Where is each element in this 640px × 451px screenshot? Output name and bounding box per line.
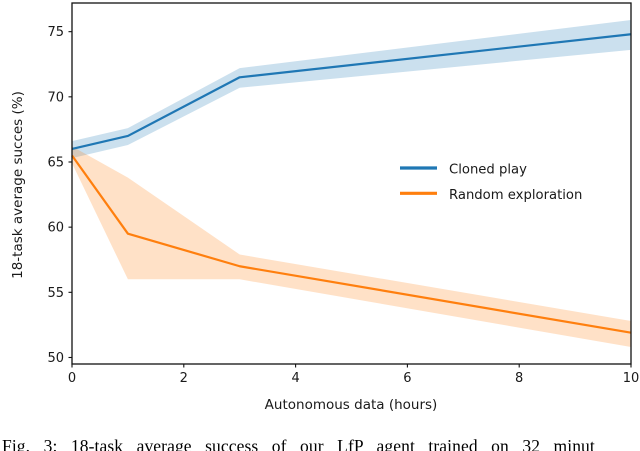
x-axis-ticks: 0 2 4 6 8 10 [68, 364, 639, 386]
series-lines [71, 33, 632, 334]
x-tick-label: 2 [180, 371, 188, 386]
x-tick-label: 0 [68, 371, 76, 386]
plot-area-border [71, 2, 632, 365]
legend: Cloned play Random exploration [400, 163, 582, 203]
series-line-cloned-play [71, 33, 632, 151]
x-tick-label: 8 [515, 371, 523, 386]
y-tick-label: 70 [47, 90, 64, 105]
y-tick-label: 60 [47, 221, 64, 236]
series-line-random-exploration [71, 154, 632, 334]
confidence-band-cloned-play [72, 19, 631, 159]
x-tick-label: 4 [291, 371, 299, 386]
y-tick-label: 75 [47, 25, 64, 40]
x-axis-label: Autonomous data (hours) [265, 397, 438, 413]
x-tick-label: 6 [403, 371, 411, 386]
y-tick-label: 65 [47, 155, 64, 170]
legend-label-random-exploration: Random exploration [449, 188, 582, 203]
figure-caption: Fig. 3: 18-task average success of our L… [2, 436, 595, 451]
x-tick-label: 10 [623, 371, 640, 386]
y-axis-ticks: 50 55 60 65 70 75 [47, 25, 72, 366]
y-axis-label: 18-task average succes (%) [10, 91, 26, 279]
confidence-band-random-exploration [72, 146, 631, 348]
y-tick-label: 50 [47, 351, 64, 366]
line-chart: 0 2 4 6 8 10 50 55 60 65 70 75 Autonomous data (ho… [10, 2, 639, 413]
confidence-bands [72, 19, 631, 348]
y-tick-label: 55 [47, 286, 64, 301]
legend-label-cloned-play: Cloned play [449, 163, 527, 178]
